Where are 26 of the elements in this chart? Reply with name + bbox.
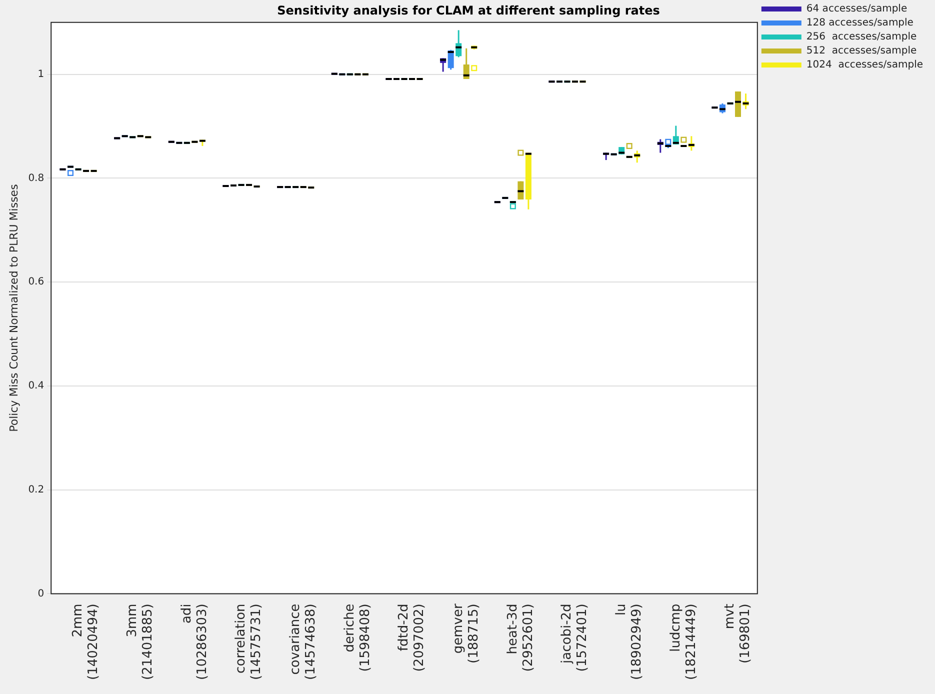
y-tick-label: 0.4 bbox=[28, 380, 44, 392]
y-tick-label: 0 bbox=[38, 588, 44, 600]
x-tick-label: 2mm (14020494) bbox=[70, 604, 102, 680]
x-tick-label: correlation (14575731) bbox=[234, 604, 264, 680]
x-tick-label: 3mm (21401885) bbox=[124, 604, 156, 680]
legend-label: 128 accesses/sample bbox=[806, 18, 914, 29]
y-axis-title: Policy Miss Count Normalized to PLRU Misses bbox=[7, 184, 20, 432]
y-tick-label: 0.2 bbox=[28, 484, 44, 496]
legend-label: 256 accesses/sample bbox=[806, 32, 917, 43]
legend-label: 64 accesses/sample bbox=[806, 4, 908, 15]
x-tick-label: deriche (1598408) bbox=[342, 604, 373, 672]
chart-title: Sensitivity analysis for CLAM at different sampling rates bbox=[277, 3, 660, 18]
x-tick-label: gemver (188715) bbox=[450, 603, 482, 664]
x-tick-label: adi (10286303) bbox=[179, 604, 210, 680]
x-tick-label: heat-3d (2952601) bbox=[505, 604, 536, 672]
x-tick-label: covariance (14574638) bbox=[288, 604, 319, 680]
y-tick-label: 0.8 bbox=[28, 172, 44, 184]
x-tick-label: jacobi-2d (1572401) bbox=[560, 604, 590, 672]
x-tick-label: ludcmp (18214449) bbox=[668, 604, 699, 680]
legend-label: 512 accesses/sample bbox=[806, 46, 917, 57]
x-tick-label: lu (18902949) bbox=[614, 604, 645, 680]
x-tick-label: mvt (169801) bbox=[722, 604, 754, 664]
x-tick-label: fdtd-2d (2097002) bbox=[396, 604, 428, 672]
y-tick-label: 1 bbox=[38, 68, 44, 80]
y-tick-label: 0.6 bbox=[28, 276, 44, 288]
legend-label: 1024 accesses/sample bbox=[806, 60, 923, 71]
